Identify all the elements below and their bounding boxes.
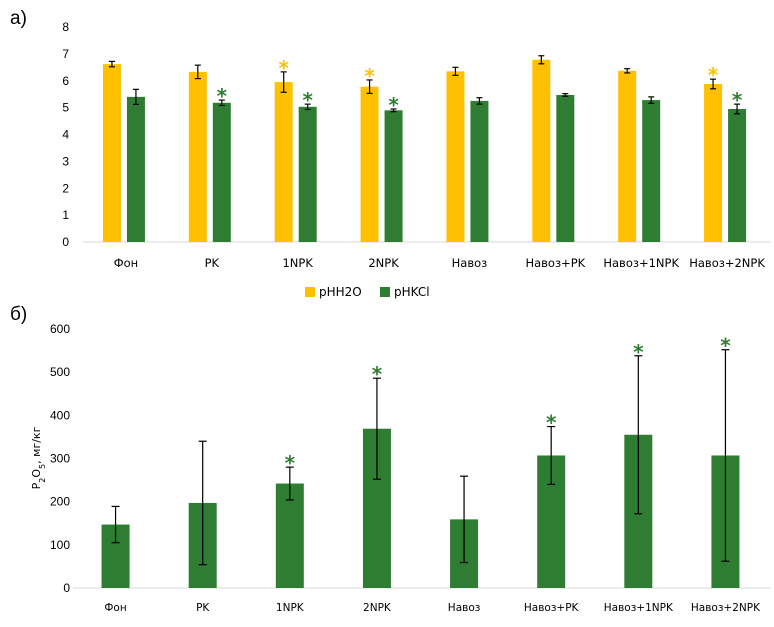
panel-a-y-tick: 5: [62, 101, 69, 115]
category-label-a-навоз-1npk: Навоз+1NPK: [603, 256, 679, 270]
panel-a-y-tick: 3: [62, 154, 69, 168]
panel-b-y-axis: 0 100 200 300 400 500 600: [50, 322, 70, 595]
panel-b-y-tick: 600: [50, 322, 70, 336]
category-label-b-1npk: 1NPK: [276, 602, 305, 614]
category-label-a-навоз: Навоз: [452, 256, 488, 270]
panel-b-y-tick: 200: [50, 495, 70, 509]
panel-a-bars: * * * * * * *: [102, 55, 747, 243]
bar-phh2o-навоз: [446, 71, 465, 242]
bar-phh2o-навоз-2npk: [704, 83, 723, 242]
significance-star-p2o5-2npk: *: [372, 362, 383, 386]
bar-phkcl-навоз-pk: [556, 94, 575, 243]
significance-star-phh2o-навоз-2npk: *: [708, 63, 719, 87]
panel-a-y-tick: 0: [62, 235, 69, 249]
category-label-a-1npk: 1NPK: [282, 256, 313, 270]
category-label-a-2npk: 2NPK: [368, 256, 399, 270]
category-label-a-pk: PK: [205, 256, 220, 270]
bar-phkcl-2npk: [384, 110, 403, 242]
significance-star-phkcl-2npk: *: [388, 93, 399, 117]
panel-a-y-tick: 7: [62, 47, 69, 61]
bar-phkcl-pk: [212, 102, 231, 242]
legend-swatch-phkcl: [380, 287, 390, 297]
bar-phh2o-фон: [102, 64, 121, 243]
bar-phh2o-навоз-pk: [532, 59, 551, 242]
category-label-a-навоз-pk: Навоз+PK: [525, 256, 585, 270]
category-label-b-фон: Фон: [104, 602, 126, 614]
panel-b-category-labels: Фон PK 1NPK 2NPK Навоз Навоз+PK Навоз+1NPK Наво…: [104, 602, 761, 614]
panel-b-y-tick: 400: [50, 408, 70, 422]
panel-b-y-tick: 500: [50, 365, 70, 379]
panel-a-y-tick: 4: [62, 128, 69, 142]
legend-label-phkcl: pHKCl: [394, 285, 430, 299]
panel-a-y-tick: 6: [62, 74, 69, 88]
bar-phh2o-2npk: [360, 86, 379, 242]
category-label-a-навоз-2npk: Навоз+2NPK: [689, 256, 765, 270]
bar-p2o5-1npk: [275, 483, 304, 588]
category-label-b-pk: PK: [196, 602, 210, 614]
significance-star-phh2o-2npk: *: [364, 64, 375, 88]
significance-star-p2o5-1npk: *: [285, 451, 296, 475]
legend-label-phh2o: pHH2O: [319, 285, 362, 299]
panel-a-y-tick: 8: [62, 20, 69, 34]
significance-star-p2o5-навоз-1npk: *: [633, 340, 644, 364]
panel-a-category-labels: Фон PK 1NPK 2NPK Навоз Навоз+PK Навоз+1NPK Наво…: [114, 256, 766, 270]
bar-phh2o-pk: [188, 71, 207, 242]
panel-b-y-axis-title: P2O5, мг/кг: [30, 426, 47, 489]
bar-phkcl-навоз-1npk: [642, 100, 661, 242]
panel-b-y-tick: 0: [63, 581, 70, 595]
panel-a-y-axis: 0 1 2 3 4 5 6 7 8: [62, 20, 69, 249]
bar-phh2o-навоз-1npk: [618, 70, 637, 243]
panel-b-y-tick: 100: [50, 538, 70, 552]
significance-star-phkcl-1npk: *: [302, 88, 313, 112]
category-label-a-фон: Фон: [114, 256, 138, 270]
legend-swatch-phh2o: [305, 287, 315, 297]
category-label-b-2npk: 2NPK: [363, 602, 392, 614]
category-label-b-навоз-2npk: Навоз+2NPK: [691, 602, 761, 614]
bar-phkcl-1npk: [298, 106, 317, 242]
significance-star-phh2o-1npk: *: [278, 56, 289, 80]
panel-b-y-tick: 300: [50, 452, 70, 466]
significance-star-p2o5-навоз-pk: *: [546, 411, 557, 435]
panel-a-y-tick: 1: [62, 208, 69, 222]
category-label-b-навоз-1npk: Навоз+1NPK: [604, 602, 674, 614]
panel-a-label: а): [10, 8, 27, 29]
panel-a-y-tick: 2: [62, 181, 69, 195]
category-label-b-навоз: Навоз: [448, 602, 481, 614]
significance-star-phkcl-навоз-2npk: *: [732, 88, 743, 112]
bar-phkcl-навоз-2npk: [728, 108, 747, 242]
significance-star-phkcl-pk: *: [217, 84, 228, 108]
bar-phh2o-1npk: [274, 82, 293, 242]
panel-b-bars: * * * * *: [101, 334, 740, 588]
panel-b-label: б): [10, 304, 27, 325]
significance-star-p2o5-навоз-2npk: *: [720, 334, 731, 358]
category-label-b-навоз-pk: Навоз+PK: [524, 602, 580, 614]
bar-phkcl-фон: [126, 96, 145, 242]
bar-phkcl-навоз: [470, 100, 489, 242]
